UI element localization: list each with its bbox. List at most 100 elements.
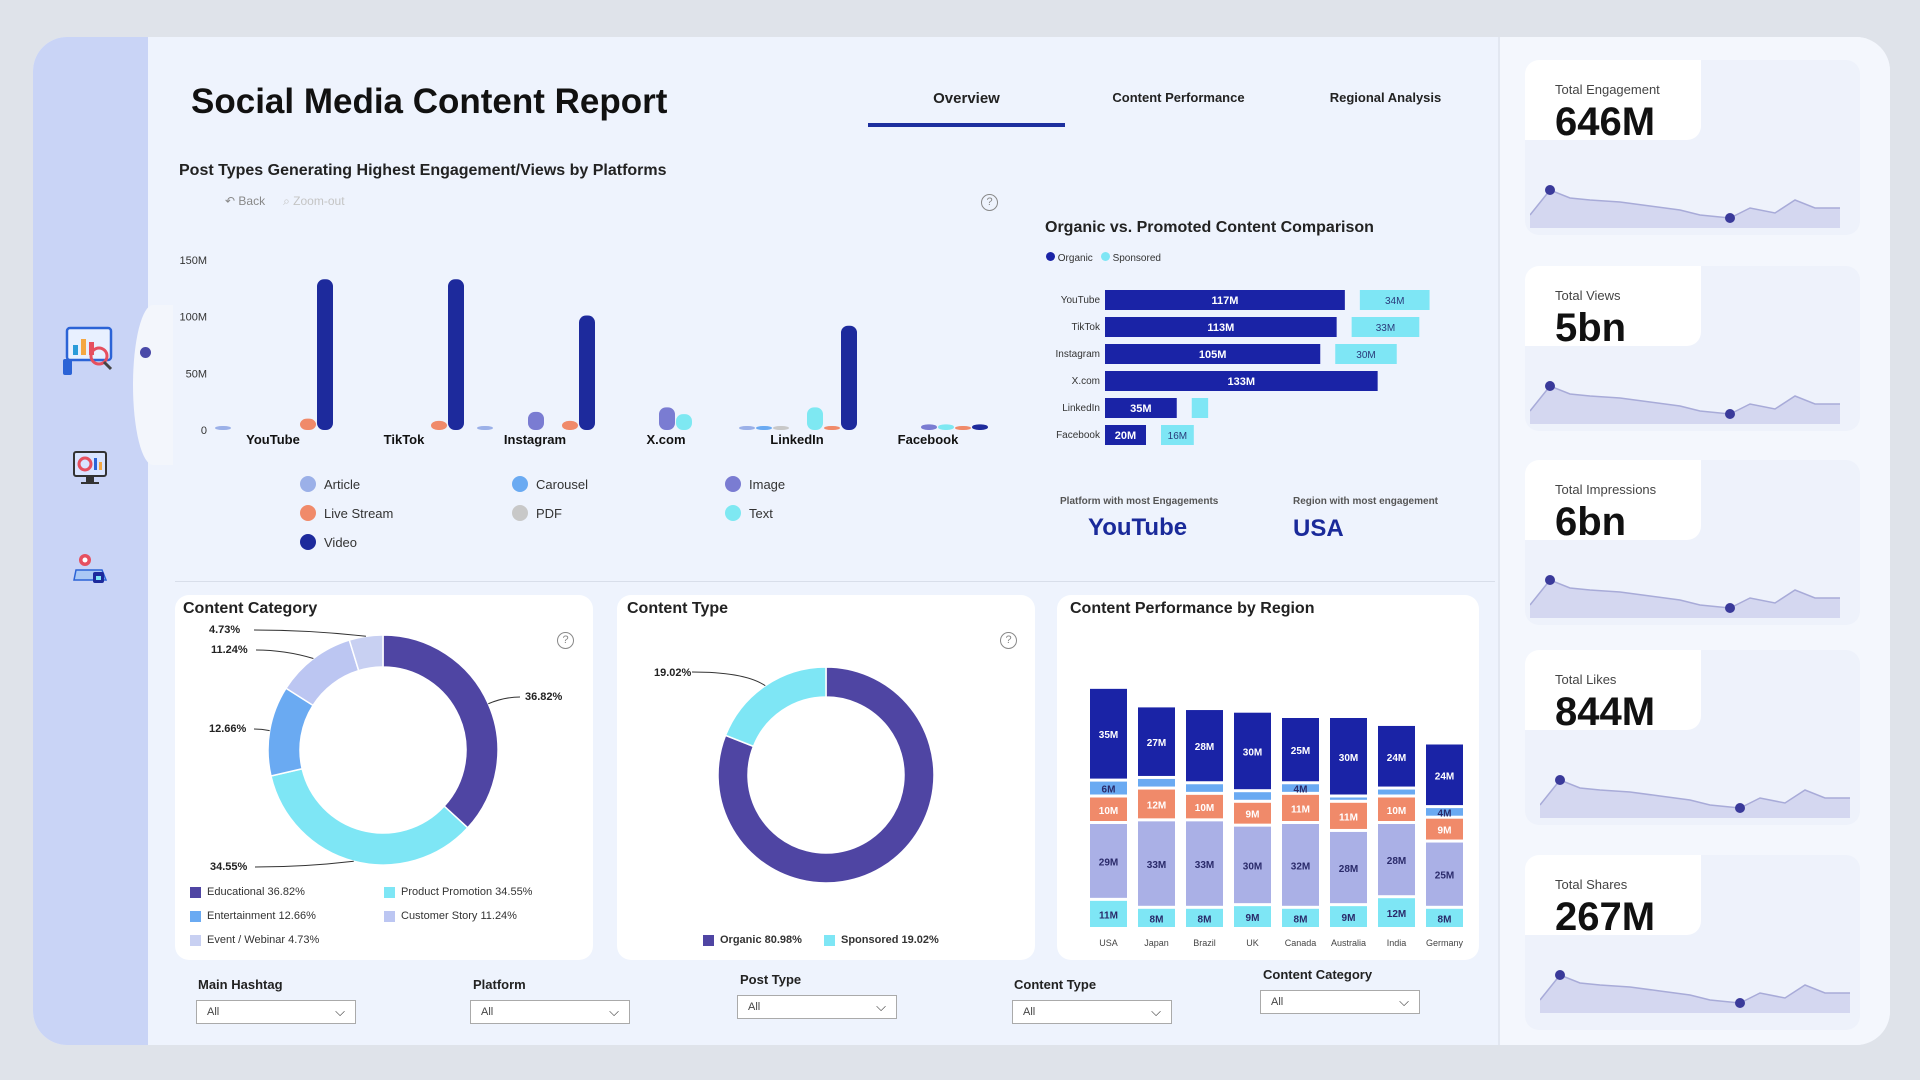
segment-value-label: 9M bbox=[1246, 913, 1260, 924]
stack-segment-carousel bbox=[1234, 792, 1271, 800]
type-legend-sponsored: Sponsored 19.02% bbox=[824, 934, 939, 946]
segment-value-label: 33M bbox=[1195, 860, 1214, 871]
legend-label: Carousel bbox=[536, 476, 589, 492]
legend-square bbox=[190, 910, 201, 922]
legend-text: Text bbox=[725, 505, 773, 521]
organic-bar bbox=[1105, 290, 1345, 310]
stack-segment-carousel bbox=[1186, 784, 1223, 792]
content-type-title: Content Type bbox=[627, 600, 729, 617]
sponsored-legend-label: Sponsored bbox=[1112, 253, 1161, 264]
legend-image: Image bbox=[725, 476, 785, 492]
kpi-card-impressions: Total Impressions 6bn bbox=[1525, 460, 1860, 625]
sparkline-max-dot bbox=[1545, 185, 1555, 195]
segment-value-label: 28M bbox=[1339, 864, 1358, 875]
sparkline-min-dot bbox=[1725, 409, 1735, 419]
legend-label: Live Stream bbox=[324, 505, 394, 521]
platform-dropdown[interactable]: All ⌵ bbox=[470, 1000, 630, 1024]
region-label: India bbox=[1387, 938, 1407, 948]
dashboard-icon bbox=[73, 451, 107, 484]
legend-article: Article bbox=[300, 476, 360, 492]
sparkline-area bbox=[1530, 386, 1840, 424]
zoom-icon: ⌕ bbox=[283, 194, 290, 208]
cat-legend-entertainment: Entertainment 12.66% bbox=[190, 910, 316, 922]
platform-label: X.com bbox=[1072, 376, 1100, 387]
y-tick-label: 150M bbox=[179, 255, 207, 267]
back-button[interactable]: ↶ Back bbox=[225, 194, 265, 209]
kpi-header bbox=[1525, 460, 1701, 540]
x-tick-label: Instagram bbox=[504, 432, 566, 447]
y-tick-label: 0 bbox=[201, 425, 207, 437]
leader-line bbox=[691, 671, 766, 687]
map-icon bbox=[73, 554, 108, 583]
sparkline-line bbox=[1540, 779, 1850, 809]
type-help-icon[interactable]: ? bbox=[1000, 632, 1017, 649]
sparkline-line bbox=[1530, 385, 1840, 415]
category-value-label: 34.55% bbox=[210, 861, 248, 873]
legend-live-stream: Live Stream bbox=[300, 505, 393, 521]
legend-dot bbox=[300, 534, 316, 550]
stack-segment-text bbox=[1282, 908, 1319, 927]
stack-segment-text bbox=[1330, 906, 1367, 927]
slicer-label-post-type: Post Type bbox=[740, 972, 802, 987]
segment-value-label: 11M bbox=[1339, 812, 1358, 823]
x-tick-label: X.com bbox=[646, 432, 685, 447]
sparkline-max-dot bbox=[1555, 970, 1565, 980]
sparkline-line bbox=[1540, 974, 1850, 1004]
stack-segment-image bbox=[1186, 821, 1223, 906]
segment-value-label: 9M bbox=[1246, 810, 1260, 821]
bar-live-stream bbox=[955, 426, 971, 430]
segment-value-label: 24M bbox=[1435, 771, 1454, 782]
bar-live-stream bbox=[824, 426, 840, 430]
content-type-dropdown[interactable]: All ⌵ bbox=[1012, 1000, 1172, 1024]
organic-bar bbox=[1105, 317, 1337, 337]
stack-segment-live-stream bbox=[1234, 802, 1271, 824]
bar-article bbox=[739, 426, 755, 430]
kpi-sparkline bbox=[1530, 381, 1840, 424]
stack-segment-carousel bbox=[1090, 781, 1127, 795]
kpi-card-engagement: Total Engagement 646M bbox=[1525, 60, 1860, 235]
stack-segment-live-stream bbox=[1186, 794, 1223, 819]
sponsored-value-label: 33M bbox=[1376, 323, 1395, 334]
kpi-value: 5bn bbox=[1555, 306, 1627, 350]
stack-segment-video bbox=[1186, 710, 1223, 782]
nav-dashboard-button[interactable] bbox=[68, 446, 112, 490]
main-hashtag-dropdown[interactable]: All ⌵ bbox=[196, 1000, 356, 1024]
sponsored-bar bbox=[1335, 344, 1397, 364]
zoom-out-button[interactable]: ⌕ Zoom-out bbox=[283, 194, 344, 209]
sparkline-area bbox=[1540, 975, 1850, 1013]
kpi-header bbox=[1525, 650, 1701, 730]
bar-live-stream bbox=[562, 420, 578, 430]
tab-regional-analysis[interactable]: Regional Analysis bbox=[1329, 90, 1442, 105]
content-category-dropdown[interactable]: All ⌵ bbox=[1260, 990, 1420, 1014]
nav-map-button[interactable] bbox=[70, 548, 110, 588]
category-help-icon[interactable]: ? bbox=[557, 632, 574, 649]
sparkline-max-dot bbox=[1545, 381, 1555, 391]
kpi-value: 844M bbox=[1555, 690, 1656, 734]
kpi-label: Total Impressions bbox=[1555, 482, 1657, 497]
cat-legend-customer-story: Customer Story 11.24% bbox=[384, 910, 517, 922]
segment-value-label: 33M bbox=[1147, 860, 1166, 871]
legend-carousel: Carousel bbox=[512, 476, 588, 492]
tab-bar: Overview Content Performance Regional An… bbox=[868, 90, 1489, 127]
region-label: UK bbox=[1246, 938, 1259, 948]
segment-value-label: 12M bbox=[1147, 800, 1166, 811]
nav-report-button[interactable] bbox=[60, 322, 120, 382]
segment-value-label: 11M bbox=[1291, 804, 1310, 815]
legend-label: Educational 36.82% bbox=[207, 886, 305, 898]
sponsored-bar bbox=[1351, 317, 1420, 337]
tab-content-performance[interactable]: Content Performance bbox=[1112, 90, 1245, 105]
post-type-dropdown[interactable]: All ⌵ bbox=[737, 995, 897, 1019]
segment-value-label: 8M bbox=[1438, 914, 1452, 925]
kpi-header bbox=[1525, 855, 1701, 935]
segment-value-label: 30M bbox=[1243, 861, 1262, 872]
region-most-value: USA bbox=[1293, 515, 1344, 542]
stack-segment-text bbox=[1138, 908, 1175, 927]
segment-value-label: 10M bbox=[1387, 806, 1406, 817]
main-chart-help-icon[interactable]: ? bbox=[981, 194, 998, 211]
legend-square bbox=[384, 886, 395, 898]
segment-value-label: 27M bbox=[1147, 738, 1166, 749]
x-tick-label: TikTok bbox=[384, 432, 425, 447]
segment-value-label: 28M bbox=[1195, 742, 1214, 753]
stack-segment-text bbox=[1378, 898, 1415, 927]
tab-overview[interactable]: Overview bbox=[868, 90, 1065, 127]
